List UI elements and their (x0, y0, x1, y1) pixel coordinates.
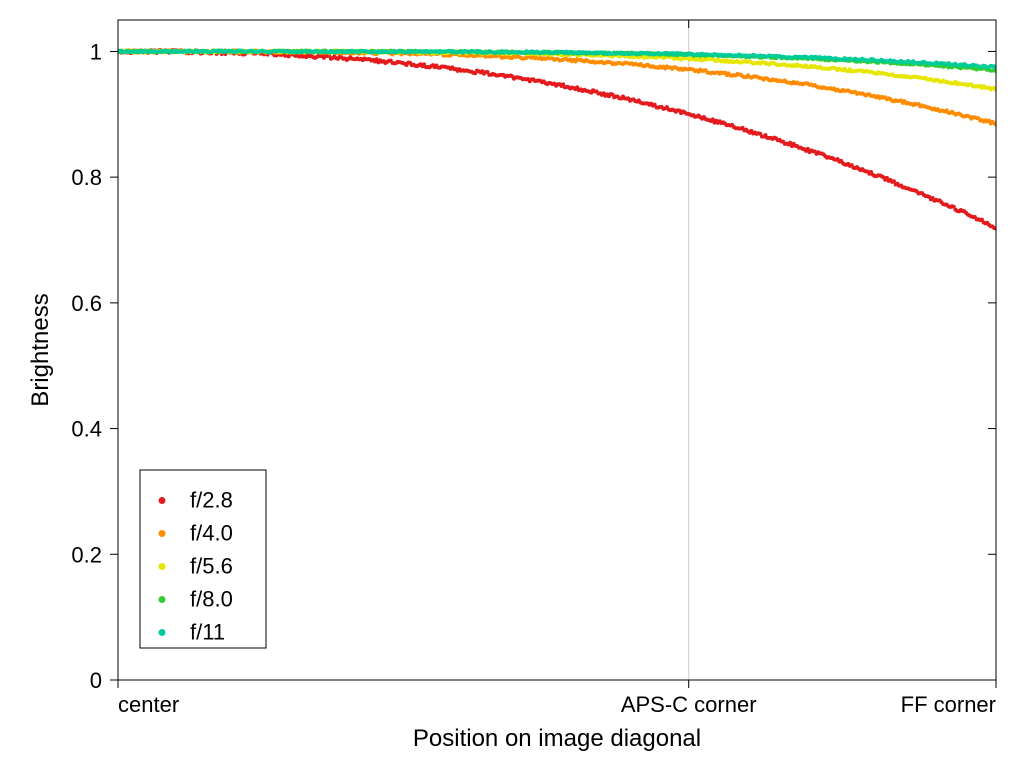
y-tick-label: 0.4 (71, 417, 102, 442)
legend-label: f/5.6 (190, 554, 233, 579)
legend-marker (159, 530, 166, 537)
y-tick-label: 0.8 (71, 165, 102, 190)
legend-label: f/11 (190, 620, 225, 645)
x-tick-label: APS-C corner (621, 692, 757, 717)
legend-marker (159, 497, 166, 504)
x-tick-label: FF corner (901, 692, 996, 717)
legend-label: f/8.0 (190, 587, 233, 612)
y-tick-label: 0.2 (71, 542, 102, 567)
legend-marker (159, 596, 166, 603)
x-tick-label: center (118, 692, 179, 717)
legend-marker (159, 563, 166, 570)
chart-bg (0, 0, 1026, 766)
y-tick-label: 0.6 (71, 291, 102, 316)
y-tick-label: 0 (90, 668, 102, 693)
y-axis-label: Brightness (27, 293, 54, 406)
vignetting-chart: center APS-C corner FF corner 0 0.2 0.4 0.6 0.8… (0, 0, 1026, 766)
y-tick-label: 1 (90, 39, 102, 64)
legend-label: f/4.0 (190, 521, 233, 546)
legend-label: f/2.8 (190, 488, 233, 513)
x-axis-label: Position on image diagonal (413, 725, 701, 752)
legend-marker (159, 629, 166, 636)
chart-svg: center APS-C corner FF corner 0 0.2 0.4 0.6 0.8… (0, 0, 1026, 766)
